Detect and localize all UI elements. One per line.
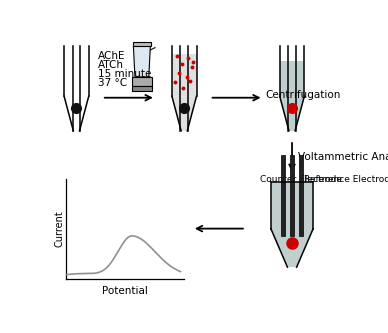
Polygon shape [280, 61, 304, 96]
Text: Potential: Potential [102, 286, 148, 296]
Text: ATCh: ATCh [98, 60, 124, 70]
Text: Voltammetric Analysis: Voltammetric Analysis [298, 152, 388, 162]
Bar [132, 86, 152, 91]
Bar [300, 156, 303, 236]
Bar [290, 156, 294, 236]
Text: Counter Electrode: Counter Electrode [260, 175, 341, 184]
Polygon shape [133, 46, 150, 77]
Polygon shape [172, 54, 197, 96]
Bar [281, 156, 285, 236]
Text: 37 °C: 37 °C [98, 79, 127, 89]
Text: Current: Current [55, 210, 65, 247]
Text: 15 minute: 15 minute [98, 69, 151, 79]
Polygon shape [271, 182, 313, 229]
Polygon shape [280, 96, 304, 131]
Polygon shape [271, 229, 313, 267]
Text: AChE: AChE [98, 51, 125, 61]
Bar [132, 77, 152, 86]
Polygon shape [133, 42, 151, 46]
Polygon shape [172, 96, 197, 131]
Text: Centrifugation: Centrifugation [266, 90, 341, 100]
Text: Reference Electrode: Reference Electrode [305, 175, 388, 184]
